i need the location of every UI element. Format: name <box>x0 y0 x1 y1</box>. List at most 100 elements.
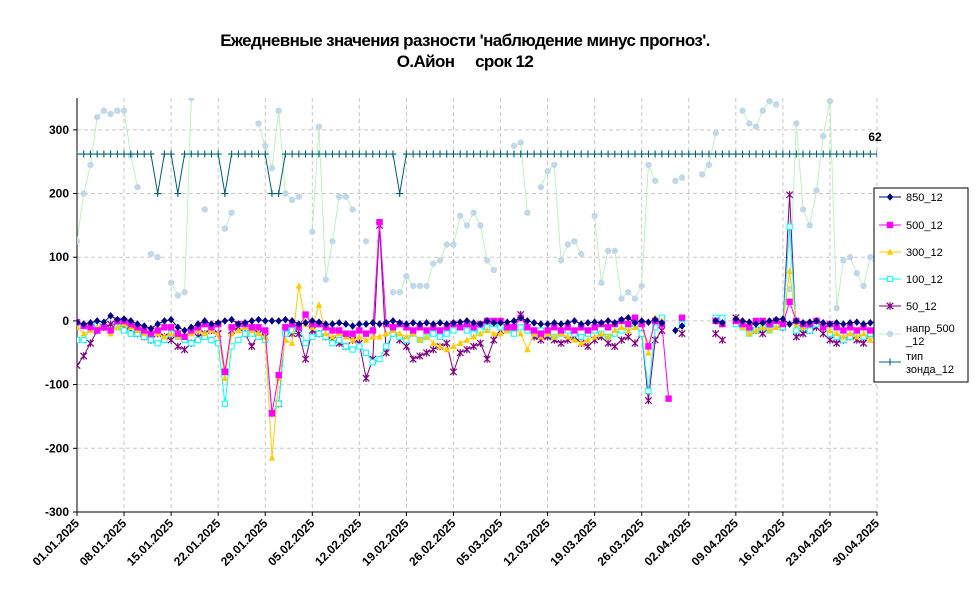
data-point <box>557 320 565 328</box>
data-point <box>221 368 229 376</box>
series-300-12 <box>77 267 877 461</box>
data-point <box>578 250 585 258</box>
data-point <box>584 336 592 343</box>
data-point <box>537 183 545 191</box>
data-point <box>167 336 175 344</box>
data-point <box>631 314 639 321</box>
data-point <box>584 150 592 158</box>
data-point <box>860 282 867 290</box>
data-point <box>275 317 282 325</box>
data-point <box>114 323 121 330</box>
data-point <box>591 333 598 340</box>
data-point <box>443 339 451 347</box>
data-point <box>625 313 632 322</box>
plot-area <box>77 98 877 461</box>
data-point <box>779 150 787 158</box>
data-point <box>396 190 404 198</box>
data-point <box>725 150 733 158</box>
data-point <box>436 342 444 350</box>
data-point <box>221 190 229 198</box>
series-line <box>77 153 877 194</box>
data-point <box>463 345 471 354</box>
data-point <box>456 339 464 346</box>
legend: 850_12 500_12 300_12 100_12 50_12 напр_500 _12… <box>873 187 969 383</box>
legend-box <box>873 187 969 383</box>
data-point <box>443 345 450 353</box>
data-point <box>275 107 282 114</box>
data-point <box>625 320 632 328</box>
data-point <box>349 206 356 213</box>
data-point <box>188 323 195 332</box>
data-point <box>120 327 128 334</box>
data-point <box>349 330 356 337</box>
data-point <box>77 150 81 158</box>
data-point <box>826 320 834 328</box>
data-point <box>530 319 538 327</box>
series-50-12 <box>77 191 877 417</box>
data-point <box>235 320 242 328</box>
data-point <box>618 323 625 330</box>
data-point <box>201 329 208 337</box>
series-line <box>311 126 353 280</box>
series-line <box>77 225 663 415</box>
x-tick-label: 30.04.2025 <box>830 516 883 569</box>
data-point <box>483 317 491 325</box>
x-tick-label: 05.02.2025 <box>265 516 318 569</box>
data-point <box>167 279 175 286</box>
legend-marker <box>886 221 894 229</box>
data-point <box>746 324 753 331</box>
data-point <box>672 177 679 184</box>
data-point <box>255 150 263 158</box>
data-point <box>262 327 269 334</box>
data-point <box>678 150 686 158</box>
data-point <box>860 320 867 328</box>
series-тип-зонда-12 <box>77 150 877 198</box>
series-line <box>540 163 582 261</box>
data-point <box>315 301 323 308</box>
chart-title: Ежедневные значения разности 'наблюдение… <box>220 31 710 50</box>
legend-item: 100_12 <box>879 274 943 286</box>
data-point <box>813 317 820 325</box>
data-point <box>853 318 861 326</box>
data-point <box>315 330 323 337</box>
data-point <box>188 98 195 102</box>
data-point <box>544 168 551 175</box>
data-point <box>477 222 484 229</box>
legend-label: напр_500 _12 <box>905 323 955 348</box>
data-point <box>255 315 262 324</box>
data-point <box>772 101 780 108</box>
data-point <box>645 318 652 326</box>
data-point <box>591 150 599 158</box>
data-point <box>423 333 430 340</box>
data-point <box>853 150 861 158</box>
legend-label: 300_12 <box>906 247 943 259</box>
data-point <box>483 257 491 264</box>
data-point <box>665 150 673 158</box>
data-point <box>839 150 847 158</box>
y-tick-label: -300 <box>45 505 69 519</box>
data-point <box>604 247 612 255</box>
data-point <box>645 343 652 350</box>
data-point <box>416 336 424 343</box>
data-point <box>336 336 343 344</box>
data-point <box>208 336 215 344</box>
x-tick-label: 09.04.2025 <box>689 516 742 569</box>
data-point <box>759 150 767 158</box>
data-point <box>295 193 303 200</box>
data-point <box>671 150 679 158</box>
data-point <box>187 150 195 158</box>
legend-marker <box>886 193 894 201</box>
data-point <box>739 317 746 325</box>
data-point <box>403 333 410 340</box>
data-point <box>93 317 101 325</box>
legend-marker <box>886 248 894 255</box>
data-point <box>423 327 430 334</box>
data-point <box>806 150 814 158</box>
data-point <box>564 333 571 340</box>
data-point <box>107 327 114 334</box>
data-point <box>154 254 161 261</box>
x-tick-label: 26.03.2025 <box>594 516 647 569</box>
data-point <box>436 319 444 327</box>
data-point <box>765 150 773 158</box>
data-point <box>537 330 545 337</box>
